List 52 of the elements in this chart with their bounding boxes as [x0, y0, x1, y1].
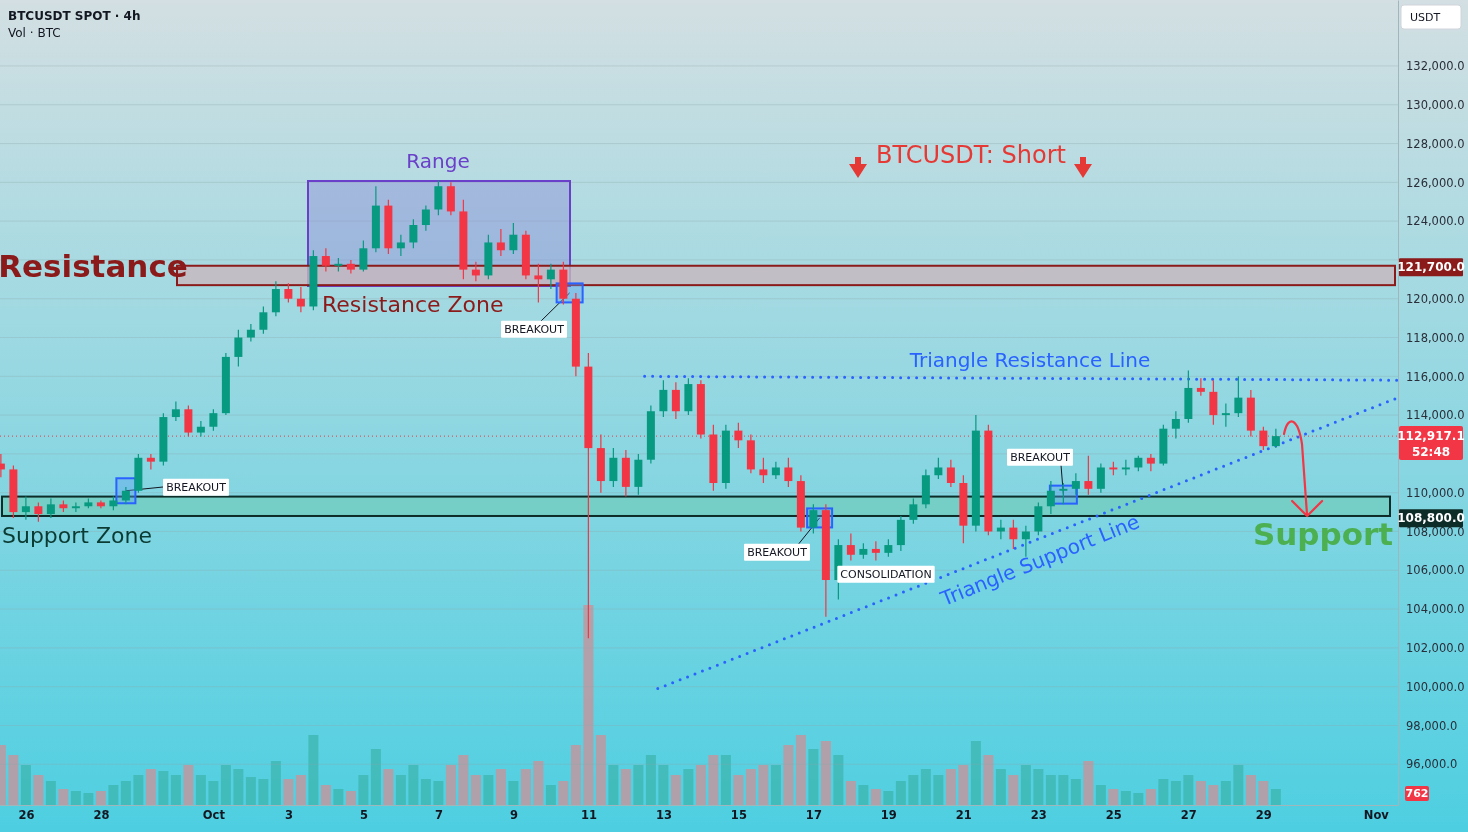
x-tick-label: 11	[580, 808, 597, 823]
y-tick-label: 98,000.0	[1406, 718, 1458, 733]
y-tick-label: 100,000.0	[1406, 679, 1465, 694]
band-label: Support Zone	[2, 522, 152, 548]
y-tick-label: 116,000.0	[1406, 369, 1465, 384]
annotation: BREAKOUT	[1010, 450, 1071, 464]
annotation: Triangle Resistance Line	[908, 348, 1151, 372]
y-tick-label: 114,000.0	[1406, 408, 1465, 423]
text: 762	[1405, 787, 1429, 800]
text: BTCUSDT SPOT · 4h	[8, 9, 141, 23]
annotation: BTCUSDT: Short	[876, 141, 1066, 170]
y-tick-label: 118,000.0	[1406, 330, 1465, 345]
y-tick-label: 126,000.0	[1406, 175, 1465, 190]
y-tick-label: 108,000.0	[1406, 524, 1465, 539]
x-tick-label: 13	[655, 808, 672, 823]
x-tick-label: Oct	[202, 808, 226, 823]
x-tick-label: Nov	[1363, 808, 1390, 823]
y-tick-label: 132,000.0	[1406, 59, 1465, 74]
x-tick-label: 27	[1180, 808, 1197, 823]
chart-title: Vol · BTC	[8, 26, 61, 40]
band-label: Resistance Zone	[322, 292, 504, 318]
x-tick-label: 21	[955, 808, 972, 823]
y-tick-label: 124,000.0	[1406, 214, 1465, 229]
x-tick-label: 17	[805, 808, 822, 823]
annotation: BREAKOUT	[166, 480, 227, 494]
x-tick-label: 26	[18, 808, 35, 823]
y-tick-label: 120,000.0	[1406, 291, 1465, 306]
annotation: BREAKOUT	[747, 545, 808, 559]
x-tick-label: 28	[93, 808, 110, 823]
annotation: BREAKOUT	[504, 322, 565, 336]
x-tick-label: 19	[880, 808, 897, 823]
x-tick-label: 15	[730, 808, 747, 823]
text: 52:48	[1411, 445, 1451, 460]
y-tick-label: 96,000.0	[1406, 757, 1458, 772]
y-tick-label: 128,000.0	[1406, 136, 1465, 151]
annotation: Range	[406, 149, 470, 173]
x-tick-label: 7	[434, 808, 443, 823]
y-tick-label: 106,000.0	[1406, 563, 1465, 578]
annotation: Support	[1252, 515, 1394, 552]
x-tick-label: 29	[1255, 808, 1272, 823]
x-tick-label: 23	[1030, 808, 1047, 823]
x-tick-label: 25	[1105, 808, 1122, 823]
annotation: Resistance	[0, 247, 188, 284]
y-tick-label: 104,000.0	[1406, 602, 1465, 617]
x-tick-label: 3	[284, 808, 293, 823]
x-tick-label: 5	[359, 808, 368, 823]
y-tick-label: 130,000.0	[1406, 97, 1465, 112]
y-axis-title: USDT	[1410, 11, 1441, 24]
y-tick-label: 110,000.0	[1406, 485, 1465, 500]
x-tick-label: 9	[509, 808, 518, 823]
y-tick-label: 102,000.0	[1406, 641, 1465, 656]
annotation: CONSOLIDATION	[840, 567, 932, 581]
